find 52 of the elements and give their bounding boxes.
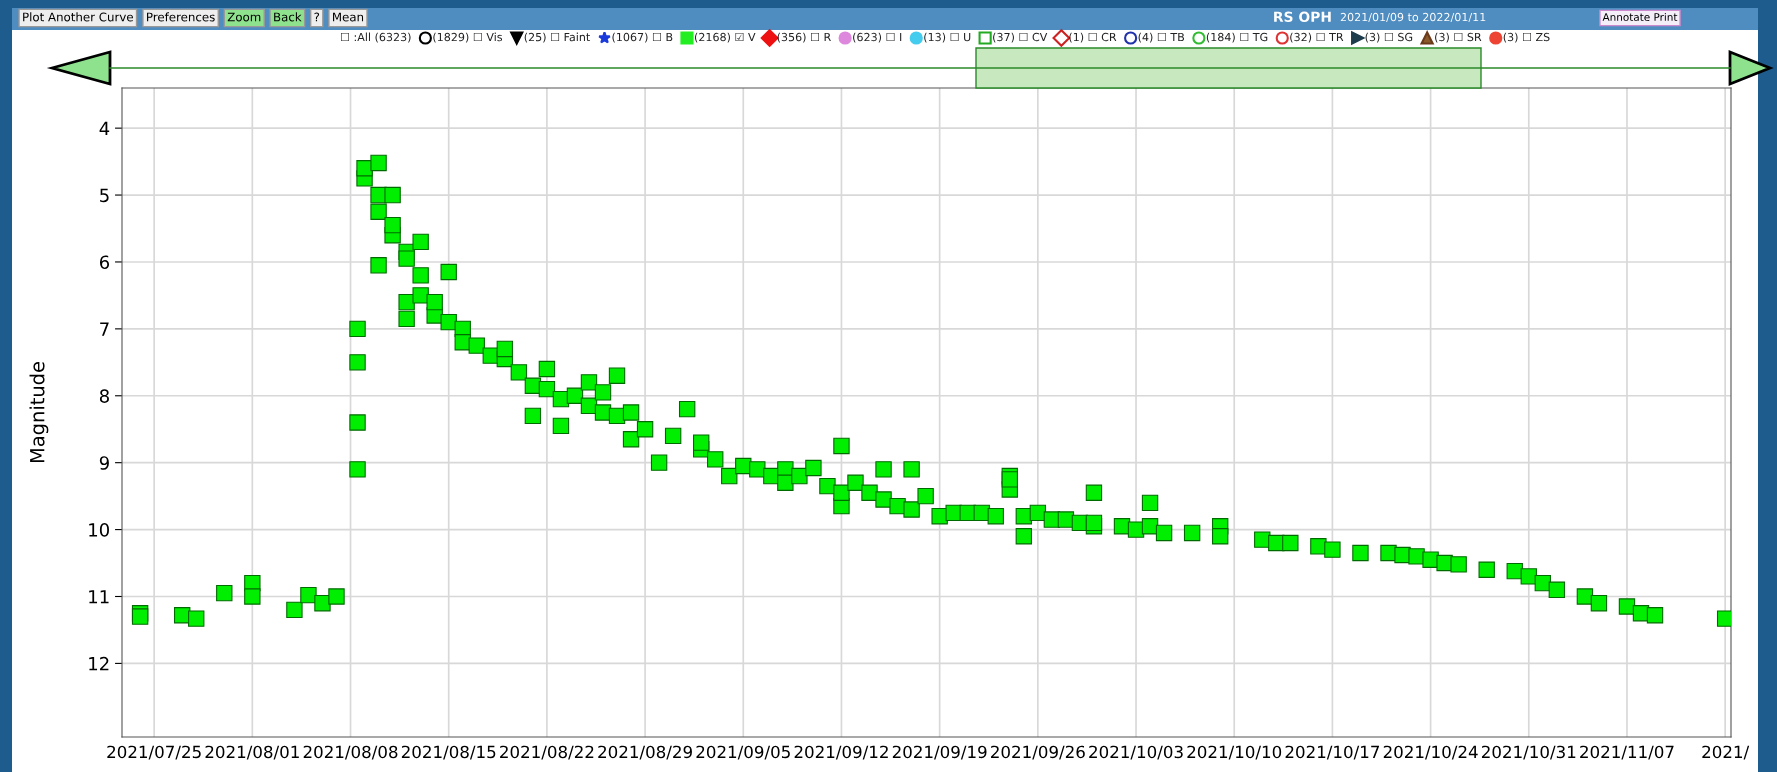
x-tick-label: 2021/08/29 — [598, 745, 692, 760]
y-tick-label: 6 — [99, 255, 110, 270]
text: (32) ☐ TR — [1290, 32, 1344, 43]
x-tick-label: 2021/08/08 — [303, 745, 398, 760]
y-tick-label: 10 — [89, 523, 109, 537]
y-tick-label: 4 — [99, 121, 110, 135]
text: ☐ :All (6323) — [341, 32, 411, 43]
text: (13) ☐ U — [924, 32, 971, 43]
text: (3) ☐ SR — [1435, 32, 1482, 43]
text: (184) ☐ TG — [1206, 32, 1268, 43]
text: Back — [274, 12, 302, 22]
x-tick-label: 2021/10/31 — [1481, 745, 1576, 760]
text: (2168) ☑ V — [694, 32, 756, 43]
text: Preferences — [147, 12, 215, 22]
text: (37) ☐ CV — [993, 32, 1048, 43]
x-tick-label: 2021/09/12 — [794, 745, 888, 760]
x-tick-label: 2021/10/03 — [1089, 745, 1183, 760]
y-tick-label: 5 — [100, 188, 109, 203]
x-tick-label: 2021/11/07 — [1580, 745, 1674, 760]
text: ? — [314, 12, 320, 22]
text: (1067) ☐ B — [612, 32, 673, 43]
text: (3) ☐ ZS — [1503, 32, 1550, 43]
chart-subtitle: 2021/01/09 to 2022/01/11 — [1340, 12, 1486, 23]
x-tick-label: 2021/10/10 — [1187, 745, 1282, 760]
y-tick-label: 8 — [99, 389, 109, 403]
text: Zoom — [227, 12, 261, 22]
y-tick-label: 9 — [99, 456, 109, 470]
x-tick-label: 2021/08/22 — [500, 745, 594, 760]
x-tick-label: 2021/10/24 — [1383, 745, 1478, 760]
x-tick-label: 2021/08/15 — [401, 745, 496, 760]
text: (4) ☐ TB — [1138, 32, 1185, 43]
y-axis-title: Magnitude — [29, 362, 49, 463]
text: Annotate Print — [1602, 12, 1678, 22]
x-tick-label: 2021/07/25 — [107, 745, 201, 760]
x-tick-label: 2021/08/01 — [205, 745, 299, 760]
x-tick-label: 2021/09/05 — [696, 745, 790, 760]
x-tick-label: 2021/09/19 — [892, 745, 987, 760]
text: Mean — [333, 12, 364, 22]
x-tick-label: 2021/ — [1702, 745, 1750, 760]
x-tick-label: 2021/10/17 — [1285, 745, 1380, 760]
text: (1) ☐ CR — [1069, 32, 1117, 43]
chart-title: RS OPH — [1274, 11, 1331, 23]
text: (3) ☐ SG — [1365, 32, 1413, 43]
text: (1829) ☐ Vis — [433, 32, 503, 43]
x-tick-label: 2021/09/26 — [991, 745, 1085, 760]
y-tick-label: 12 — [89, 656, 109, 671]
y-tick-label: 7 — [100, 322, 109, 336]
y-tick-label: 11 — [89, 590, 109, 604]
text: Plot Another Curve — [23, 12, 133, 22]
text: (356) ☐ R — [777, 32, 831, 43]
text: (623) ☐ I — [853, 32, 902, 43]
text: (25) ☐ Faint — [524, 32, 590, 43]
